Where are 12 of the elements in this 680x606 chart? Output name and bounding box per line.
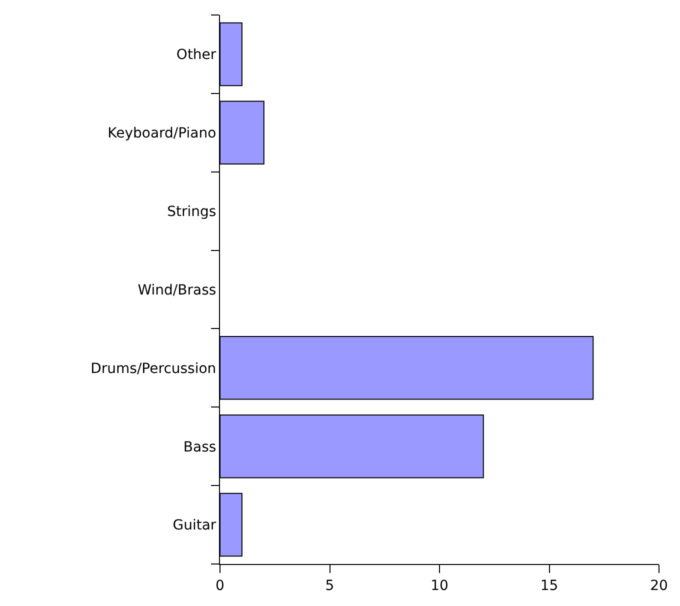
x-tick-label: 0	[216, 578, 224, 594]
y-tick-label: Drums/Percussion	[90, 360, 216, 377]
y-tick-label: Wind/Brass	[138, 282, 216, 298]
y-tick-label: Guitar	[172, 518, 216, 534]
y-tick-label: Keyboard/Piano	[108, 126, 216, 142]
x-tick-label: 5	[325, 578, 334, 594]
y-tick-label: Other	[176, 47, 216, 64]
x-tick-label: 20	[650, 578, 668, 594]
y-tick-label: Strings	[167, 204, 216, 220]
x-tick-label: 10	[430, 578, 448, 594]
x-tick-label: 15	[540, 578, 558, 594]
y-tick-label: Bass	[183, 439, 216, 456]
